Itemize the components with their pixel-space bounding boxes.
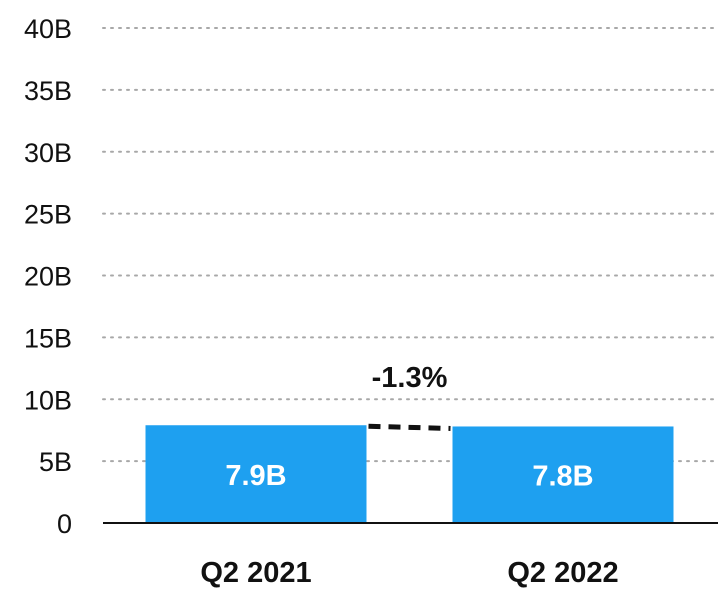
bar-value-label: 7.9B — [225, 460, 286, 492]
change-annotation: -1.3% — [368, 362, 451, 431]
change-connector — [368, 423, 451, 431]
y-tick-label: 35B — [24, 76, 72, 106]
y-tick-label: 0 — [57, 509, 72, 539]
bar-value-label: 7.8B — [532, 461, 593, 493]
y-tick-label: 5B — [39, 447, 72, 477]
y-tick-label: 10B — [24, 385, 72, 415]
bars: 7.9B 7.8B — [145, 425, 674, 523]
x-category-label: Q2 2022 — [507, 557, 618, 589]
y-tick-label: 30B — [24, 138, 72, 168]
y-tick-label: 20B — [24, 262, 72, 292]
y-axis-tick-labels: 0 5B 10B 15B 20B 25B 30B 35B 40B — [24, 14, 72, 539]
y-tick-label: 15B — [24, 323, 72, 353]
y-tick-label: 40B — [24, 14, 72, 44]
x-axis-category-labels: Q2 2021 Q2 2022 — [200, 557, 618, 589]
x-category-label: Q2 2021 — [200, 557, 311, 589]
y-tick-label: 25B — [24, 200, 72, 230]
change-percent-label: -1.3% — [372, 362, 448, 394]
gridlines — [102, 27, 719, 463]
bar — [452, 426, 674, 523]
bar — [145, 425, 367, 523]
